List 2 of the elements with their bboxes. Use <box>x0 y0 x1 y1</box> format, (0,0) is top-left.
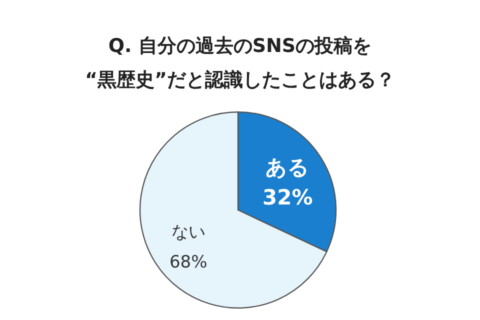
subtitle: “黒歴史”だと認識したことはある？ <box>85 69 395 91</box>
title: Q. 自分の過去のSNSの投稿を <box>108 35 372 57</box>
